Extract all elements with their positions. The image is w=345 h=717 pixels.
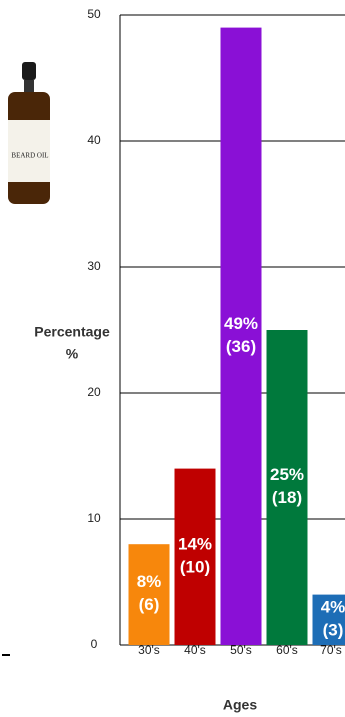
count-label: (10) (180, 557, 210, 576)
count-label: (36) (226, 337, 256, 356)
y-axis-title: Percentage (34, 324, 110, 340)
y-tick-label: 10 (87, 511, 101, 525)
y-axis-title: % (66, 346, 79, 362)
value-label: 8% (137, 572, 162, 591)
x-tick-label: 50's (230, 643, 252, 657)
product-image: BEARD OIL (8, 62, 50, 204)
bottle-label (8, 120, 50, 182)
bar (220, 27, 262, 646)
bottle-neck (24, 80, 34, 92)
bottle-text: BEARD OIL (11, 152, 48, 160)
bar (266, 330, 308, 645)
x-axis-title: Ages (223, 697, 257, 713)
value-label: 4% (321, 597, 345, 616)
bar (128, 544, 170, 645)
x-tick-label: 30's (138, 643, 160, 657)
bar (174, 468, 216, 645)
value-label: 25% (270, 465, 304, 484)
x-tick-label: 60's (276, 643, 298, 657)
count-label: (18) (272, 488, 302, 507)
x-tick-label: 40's (184, 643, 206, 657)
value-label: 49% (224, 314, 258, 333)
y-tick-label: 20 (87, 385, 101, 399)
count-label: (6) (139, 595, 160, 614)
value-label: 14% (178, 534, 212, 553)
y-tick-label: 30 (87, 259, 101, 273)
bar (312, 594, 345, 645)
x-tick-label: 70's (320, 643, 342, 657)
count-label: (3) (323, 620, 344, 639)
y-tick-label: 0 (91, 637, 98, 651)
y-tick-label: 50 (87, 7, 101, 21)
dropper-cap (22, 62, 36, 80)
y-tick-label: 40 (87, 133, 101, 147)
